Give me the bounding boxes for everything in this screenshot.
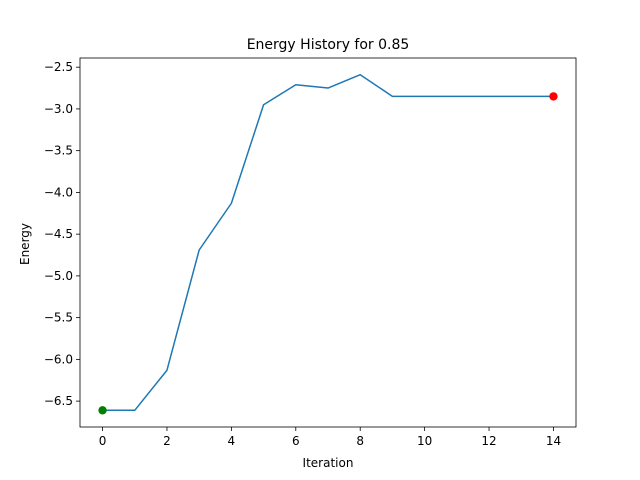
start-marker xyxy=(98,406,107,415)
plot-area: 0 2 4 6 8 10 12 14 −6.5 −6.0 −5.5 −5.0 −4.5 −4.0 −3.5 −… xyxy=(44,57,577,448)
y-tick-label: −6.0 xyxy=(44,352,73,366)
y-tick-label: −2.5 xyxy=(44,60,73,74)
series-line-0 xyxy=(102,73,554,412)
y-tick-label: −6.5 xyxy=(44,394,73,408)
x-tick-label: 0 xyxy=(99,434,107,448)
x-tick-label: 12 xyxy=(481,434,496,448)
y-tick-label: −4.0 xyxy=(44,185,73,199)
x-tick-label: 8 xyxy=(356,434,364,448)
chart-title: Energy History for 0.85 xyxy=(247,37,410,53)
y-tick-label: −5.0 xyxy=(44,269,73,283)
end-marker xyxy=(549,92,558,101)
y-tick-label: −3.0 xyxy=(44,102,73,116)
y-tick-label: −3.5 xyxy=(44,144,73,158)
x-tick-label: 14 xyxy=(546,434,561,448)
x-axis-label: Iteration xyxy=(303,456,354,470)
axes-frame xyxy=(79,57,577,428)
x-tick-label: 4 xyxy=(228,434,236,448)
y-tick-label: −5.5 xyxy=(44,311,73,325)
x-tick-label: 2 xyxy=(163,434,171,448)
x-tick-label: 6 xyxy=(292,434,300,448)
y-tick-label: −4.5 xyxy=(44,227,73,241)
y-axis-label: Energy xyxy=(18,223,32,265)
x-tick-label: 10 xyxy=(417,434,432,448)
